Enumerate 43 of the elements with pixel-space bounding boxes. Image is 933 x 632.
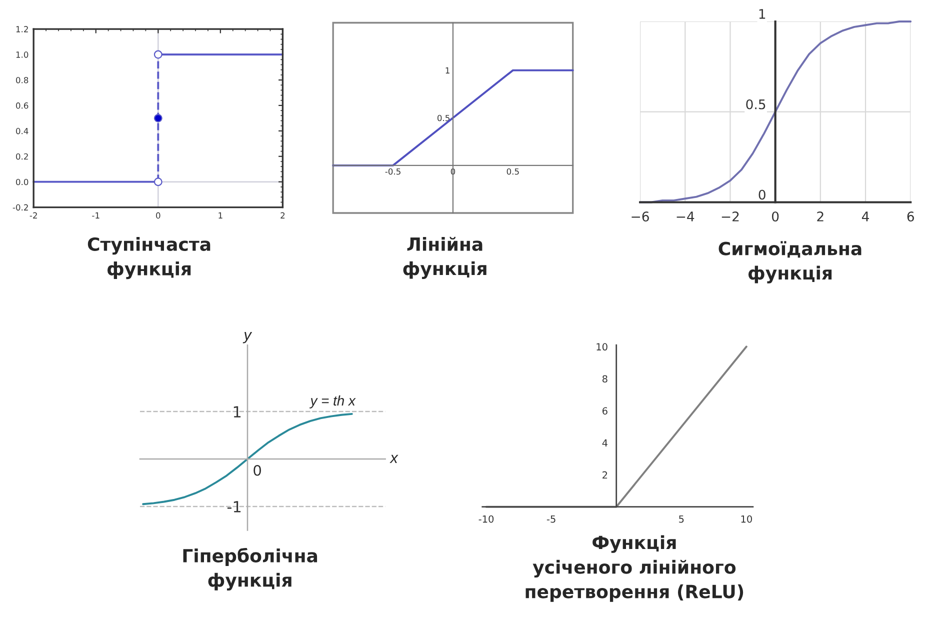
y-tick-label: 0.0: [16, 178, 28, 186]
annotation: 0: [254, 464, 261, 476]
x-tick-label: 0: [772, 212, 779, 222]
x-axis-title: x: [390, 454, 398, 463]
x-tick-label: 10: [741, 515, 752, 523]
text: Ступінчаста функція: [88, 237, 210, 280]
y-tick-label: 4: [602, 439, 608, 446]
x-tick-label: 2: [817, 212, 824, 222]
x-tick-label: −2: [722, 212, 739, 222]
x-tick-label: −4: [676, 212, 694, 222]
x-tick-label: −6: [632, 212, 649, 222]
x-tick-label: 6: [907, 212, 914, 222]
x-tick-label: 2: [280, 212, 285, 218]
y-tick-label: 2: [602, 471, 608, 479]
x-tick-label: 5: [679, 515, 684, 523]
x-tick-label: 0: [156, 212, 160, 219]
x-tick-label: -2: [30, 212, 37, 218]
annotation: y = th x: [309, 395, 356, 408]
text: Сигмоїдальна функція: [718, 241, 862, 284]
y-tick-label: 0.2: [16, 153, 28, 160]
y-tick-label: 1.2: [16, 26, 28, 32]
x-tick-label: -1: [92, 212, 100, 218]
x-tick-label: -10: [478, 515, 494, 523]
y-axis-title: y: [242, 332, 252, 344]
x-tick-label: -0.5: [385, 168, 400, 175]
y-tick-label: 0.8: [16, 76, 28, 84]
y-tick-label: 8: [602, 375, 608, 383]
x-tick-label: 4: [862, 212, 869, 222]
y-tick-label: 1: [759, 9, 766, 19]
text: Гіперболічна функція: [183, 548, 318, 590]
y-tick-label: 10: [596, 343, 608, 351]
y-tick-label: 0.6: [16, 102, 28, 109]
text: Функція усіченого лінійного перетворення (ReLU): [526, 535, 744, 602]
y-tick-label: -0.2: [12, 204, 28, 211]
y-tick-label: 0: [758, 190, 766, 200]
x-tick-label: -5: [546, 515, 556, 523]
x-tick-label: 1: [218, 212, 222, 218]
y-tick-label: 6: [602, 407, 608, 415]
y-tick-label: 0.5: [746, 99, 766, 110]
y-tick-label: 1.0: [16, 52, 28, 58]
y-tick-label: 0.4: [16, 128, 28, 134]
text: Лінійна функція: [403, 236, 486, 279]
x-tick-label: 0.5: [506, 168, 519, 175]
